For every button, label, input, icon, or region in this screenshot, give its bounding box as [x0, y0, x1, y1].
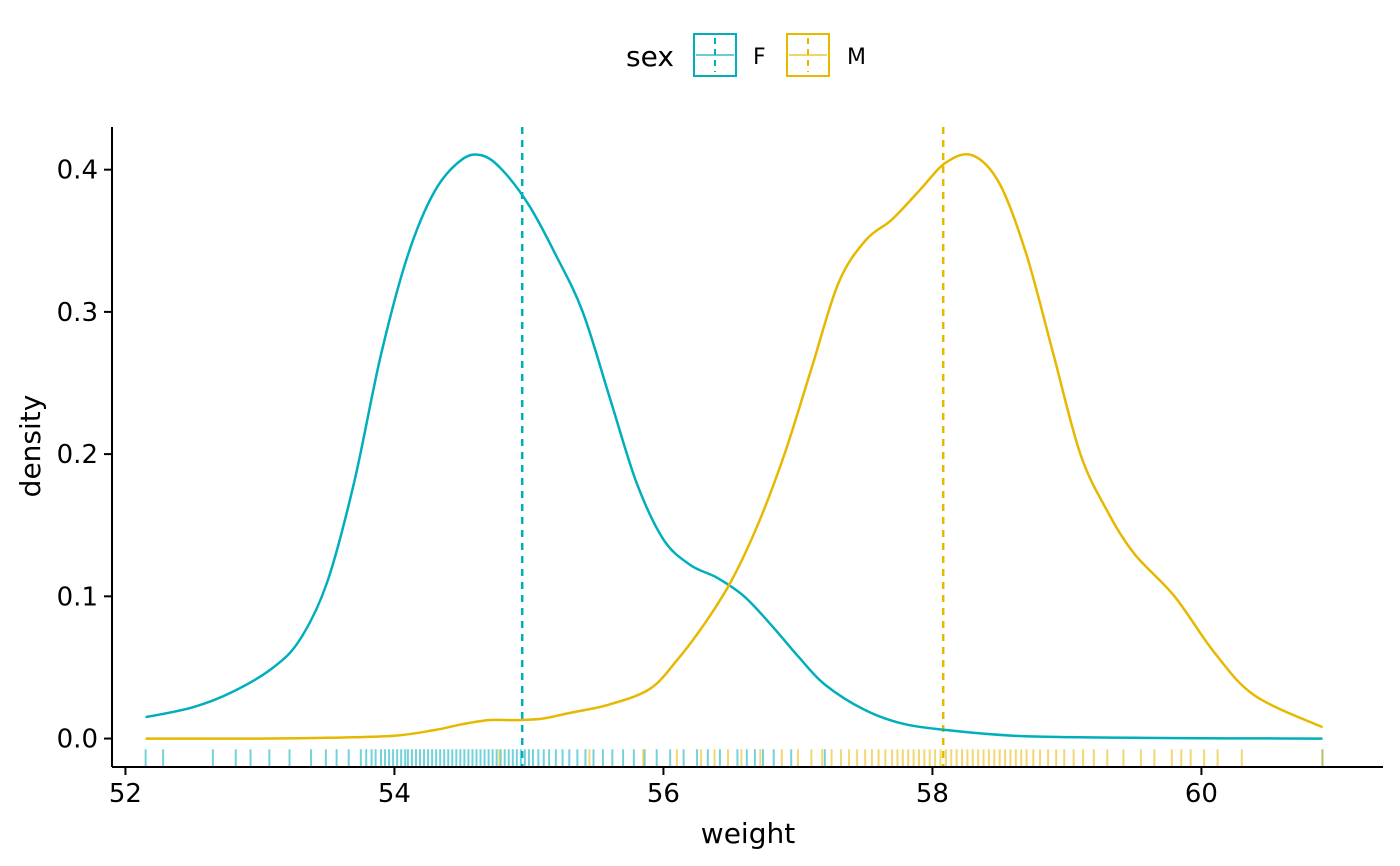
- density-line-m: [145, 152, 1324, 740]
- x-tick-label: 56: [647, 779, 680, 809]
- plot-area: [144, 127, 1324, 767]
- x-tick-label: 58: [916, 779, 949, 809]
- x-axis-title: weight: [701, 817, 795, 850]
- legend-label-m: M: [847, 45, 866, 70]
- y-axis-title: density: [14, 395, 47, 498]
- density-line-f: [145, 153, 1323, 740]
- legend-key-m: [786, 33, 830, 77]
- x-tick-label: 52: [109, 779, 142, 809]
- y-tick-label: 0.0: [57, 725, 98, 755]
- y-tick-label: 0.1: [57, 582, 98, 612]
- legend-title: sex: [626, 40, 674, 73]
- legend-key-f: [693, 33, 737, 77]
- y-tick-label: 0.2: [57, 440, 98, 470]
- axes: 52 54 56 58 60 0.0 0.1 0.2 0.3 0.4: [57, 127, 1383, 809]
- x-tick-label: 54: [378, 779, 411, 809]
- legend-label-f: F: [753, 45, 766, 70]
- y-tick-label: 0.4: [57, 156, 98, 186]
- y-tick-label: 0.3: [57, 298, 98, 328]
- legend: sex F M: [626, 33, 866, 77]
- x-tick-label: 60: [1185, 779, 1218, 809]
